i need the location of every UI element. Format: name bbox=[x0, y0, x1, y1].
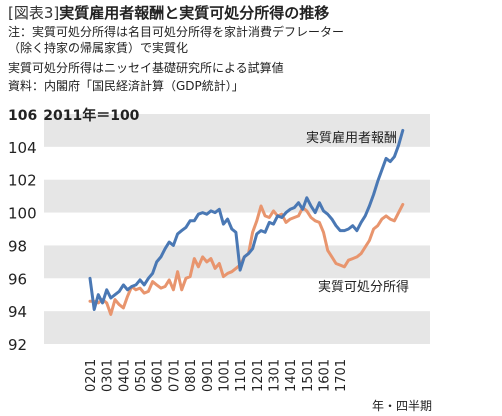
grid-band bbox=[44, 311, 430, 344]
y-tick-label-top: 106 2011年＝100 bbox=[8, 107, 140, 124]
grid-band bbox=[44, 114, 430, 147]
y-axis: 92 94 96 98 100 102 104 106 2011年＝100 bbox=[8, 107, 140, 354]
x-tick-label: 1701 bbox=[334, 359, 349, 392]
note-line-3: 実質可処分所得はニッセイ基礎研究所による試算値 bbox=[8, 61, 284, 75]
note-line-1: 注：実質可処分所得は名目可処分所得を家計消費デフレーター bbox=[8, 25, 345, 39]
x-tick-label: 1301 bbox=[267, 359, 282, 392]
y-tick-label: 96 bbox=[8, 270, 27, 288]
x-tick-label: 1501 bbox=[301, 359, 316, 392]
y-tick-label: 106 bbox=[8, 108, 37, 124]
x-tick-label: 1601 bbox=[318, 359, 333, 392]
series-lines bbox=[88, 128, 405, 316]
x-tick-label: 0501 bbox=[134, 359, 149, 392]
x-tick-label: 0201 bbox=[84, 359, 99, 392]
y-unit-label: 2011年＝100 bbox=[43, 107, 139, 124]
x-axis: 0201 0301 0401 0501 0601 0701 0801 0901 1001 1101… bbox=[84, 359, 432, 413]
series-label-compensation: 実質雇用者報酬 bbox=[306, 130, 397, 146]
y-tick-label: 102 bbox=[8, 172, 37, 190]
x-tick-label: 1201 bbox=[251, 359, 266, 392]
figure-title: 実質雇用者報酬と実質可処分所得の推移 bbox=[59, 4, 330, 22]
figure-title-row: [図表3]実質雇用者報酬と実質可処分所得の推移 bbox=[8, 2, 329, 23]
figure-label: [図表3] bbox=[8, 4, 60, 22]
series-label-disposable-income: 実質可処分所得 bbox=[318, 279, 409, 295]
x-tick-label: 0801 bbox=[184, 359, 199, 392]
y-tick-label: 100 bbox=[8, 205, 37, 223]
x-axis-label: 年・四半期 bbox=[372, 399, 432, 413]
x-tick-label: 1101 bbox=[234, 359, 249, 392]
grid-bands bbox=[44, 114, 430, 344]
x-tick-label: 0901 bbox=[201, 359, 216, 392]
y-tick-label: 98 bbox=[8, 237, 27, 255]
grid-band bbox=[44, 179, 430, 213]
y-tick-label: 94 bbox=[8, 303, 27, 321]
x-tick-label: 0701 bbox=[167, 359, 182, 392]
y-tick-label: 104 bbox=[8, 139, 37, 157]
x-tick-label: 0601 bbox=[151, 359, 166, 392]
x-tick-label: 1001 bbox=[217, 359, 232, 392]
series-line-compensation bbox=[88, 128, 405, 311]
x-tick-label: 0301 bbox=[101, 359, 116, 392]
note-line-2: （除く持家の帰属家賃）で実質化 bbox=[8, 41, 189, 55]
y-tick-label: 92 bbox=[8, 336, 27, 354]
x-tick-label: 0401 bbox=[117, 359, 132, 392]
note-line-4: 資料：内閣府「国民経済計算（GDP統計）」 bbox=[8, 79, 244, 93]
x-tick-label: 1401 bbox=[284, 359, 299, 392]
